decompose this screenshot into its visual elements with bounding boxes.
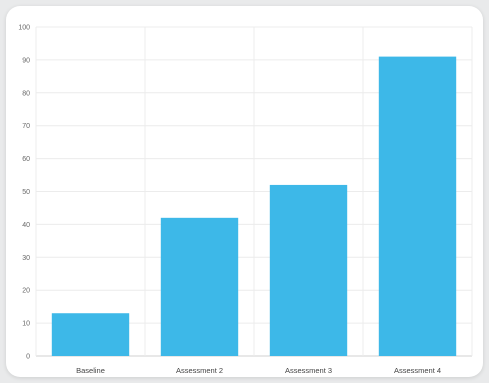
y-tick-label: 100 <box>18 25 30 32</box>
bars <box>51 56 457 357</box>
bar-assessment-3 <box>269 184 348 356</box>
grid-lines <box>35 26 473 357</box>
y-tick-label: 50 <box>22 189 30 196</box>
bar-assessment-2 <box>160 217 239 356</box>
y-tick-label: 20 <box>22 288 30 295</box>
y-tick-label: 10 <box>22 321 30 328</box>
y-tick-label: 30 <box>22 255 30 262</box>
y-tick-label: 0 <box>26 354 30 361</box>
y-tick-label: 70 <box>22 123 30 130</box>
y-tick-label: 40 <box>22 222 30 229</box>
x-tick-label: Assessment 2 <box>176 366 223 375</box>
x-tick-label: Baseline <box>76 366 105 375</box>
bar-assessment-4 <box>378 56 457 357</box>
x-tick-label: Assessment 3 <box>285 366 332 375</box>
bar-baseline <box>51 313 130 356</box>
chart-card: 0 10 20 30 40 50 60 70 80 90 100 Baseline Assessmen… <box>6 6 483 377</box>
x-tick-label: Assessment 4 <box>394 366 441 375</box>
x-axis-ticks: Baseline Assessment 2 Assessment 3 Assessme… <box>76 366 441 375</box>
bar-chart: 0 10 20 30 40 50 60 70 80 90 100 Baseline Assessmen… <box>18 25 473 375</box>
y-tick-label: 90 <box>22 57 30 64</box>
y-tick-label: 80 <box>22 90 30 97</box>
y-tick-label: 60 <box>22 156 30 163</box>
y-axis-ticks: 0 10 20 30 40 50 60 70 80 90 100 <box>18 25 30 361</box>
